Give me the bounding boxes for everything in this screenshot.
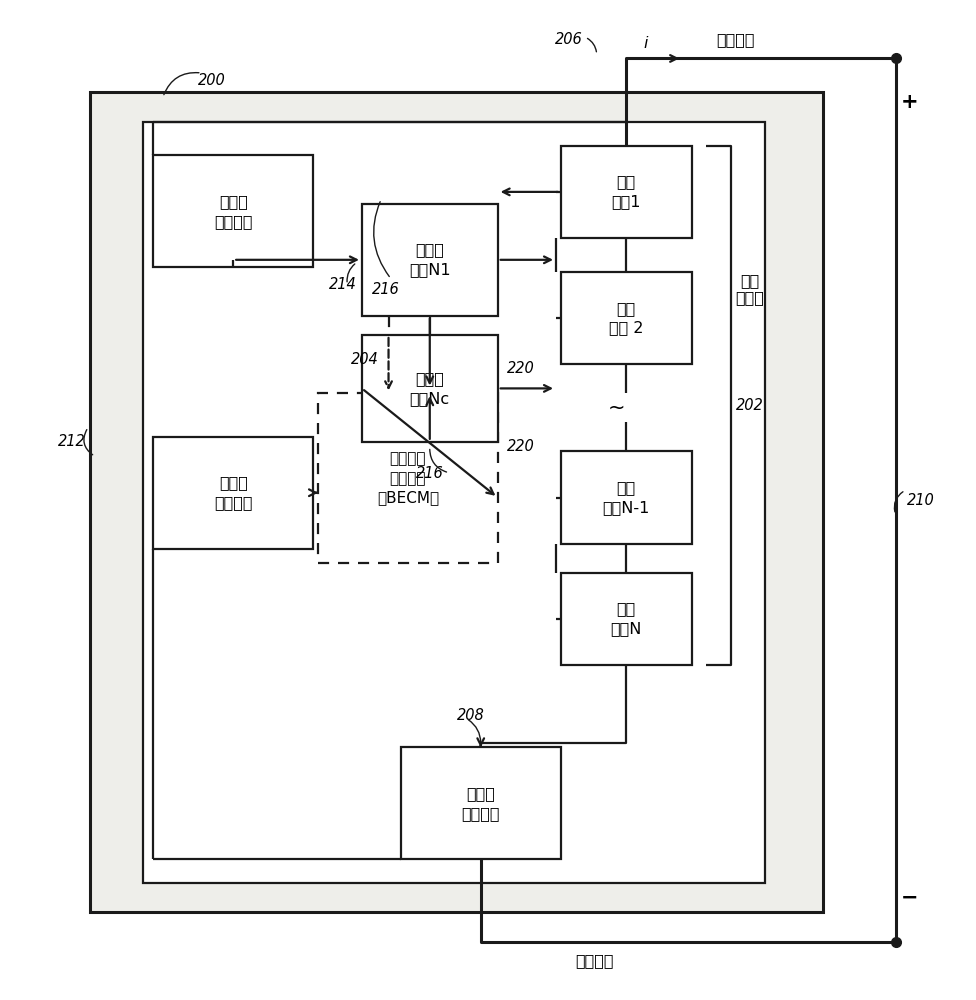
Text: 204: 204: [351, 352, 379, 367]
Text: 220: 220: [508, 439, 535, 454]
Bar: [153, 437, 313, 549]
Text: 220: 220: [508, 361, 535, 376]
Bar: [561, 573, 692, 665]
Bar: [90, 92, 823, 912]
Text: 传感器
模块N1: 传感器 模块N1: [409, 242, 451, 277]
Text: 正极端子: 正极端子: [716, 32, 754, 47]
Text: 电池
单元 2: 电池 单元 2: [609, 301, 643, 335]
Text: 电池组
温度测量: 电池组 温度测量: [214, 194, 253, 229]
Text: 216: 216: [416, 466, 444, 481]
Text: 212: 212: [58, 434, 85, 449]
Bar: [561, 146, 692, 238]
Text: 216: 216: [372, 282, 399, 297]
Text: 电池组
电流测量: 电池组 电流测量: [462, 786, 500, 821]
Bar: [561, 272, 692, 364]
Text: 电池
单元N-1: 电池 单元N-1: [602, 480, 650, 515]
Text: 负极端子: 负极端子: [576, 953, 614, 968]
Text: 电池
单元1: 电池 单元1: [612, 174, 641, 209]
Text: 206: 206: [555, 32, 583, 47]
Text: 208: 208: [457, 708, 485, 723]
Text: 200: 200: [197, 73, 225, 88]
Text: 传感器
模块Nc: 传感器 模块Nc: [410, 371, 450, 406]
Text: −: −: [901, 888, 918, 908]
Bar: [153, 155, 313, 267]
Text: 214: 214: [329, 277, 357, 292]
Bar: [318, 393, 498, 563]
Bar: [561, 451, 692, 544]
Text: 电池组
电压测量: 电池组 电压测量: [214, 475, 253, 510]
Text: +: +: [901, 92, 918, 112]
Text: 电池
单元N: 电池 单元N: [611, 601, 642, 636]
Text: 210: 210: [908, 493, 935, 508]
Text: i: i: [643, 36, 648, 51]
Text: ~: ~: [608, 398, 626, 418]
Text: 电池能量
控制模块
（BECM）: 电池能量 控制模块 （BECM）: [377, 451, 439, 505]
Bar: [143, 122, 764, 883]
Bar: [362, 335, 498, 442]
Bar: [362, 204, 498, 316]
Text: 牡引
电池组: 牡引 电池组: [736, 273, 764, 305]
Text: 202: 202: [736, 398, 763, 413]
Bar: [401, 747, 561, 859]
